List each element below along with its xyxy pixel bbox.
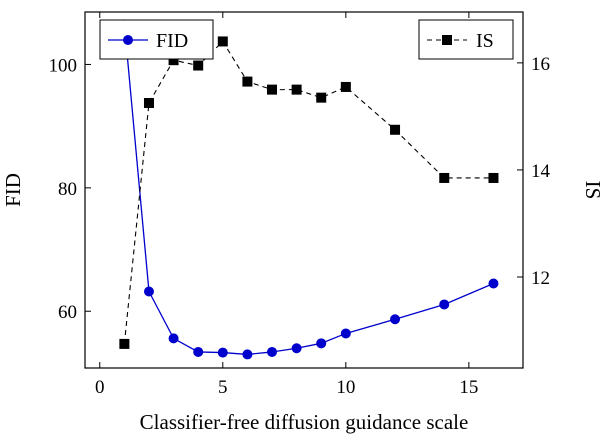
legend-fid-marker [123,35,133,45]
is-point [242,76,253,87]
is-point [267,84,278,95]
is-point [439,172,450,183]
fid-point [439,299,450,310]
fid-point [242,349,253,360]
is-series-line [123,40,494,344]
legend-fid-label: FID [156,30,188,52]
plot-frame [84,11,524,369]
legend-is-label: IS [476,30,494,52]
y-left-tick-label: 60 [58,302,77,323]
x-tick-label: 10 [336,377,355,398]
y-left-tick-label: 100 [49,55,78,76]
x-axis-title: Classifier-free diffusion guidance scale [140,410,469,434]
is-point [340,81,351,92]
y-left-axis-ticks: 60 80 100 [49,55,91,323]
fid-point [193,346,204,357]
y-left-tick-label: 80 [58,179,77,200]
y-right-tick-label: 16 [531,54,550,75]
legend-is-marker [442,35,452,45]
fid-point [267,346,278,357]
is-point [291,84,302,95]
x-tick-label: 5 [218,377,228,398]
fid-point [168,333,179,344]
is-point [316,92,327,103]
y-right-axis-ticks: 12 14 16 [517,54,551,289]
fid-point [143,286,154,297]
x-tick-label: 0 [95,377,105,398]
fid-series-line [123,24,494,356]
x-tick-label: 15 [459,377,478,398]
is-point [119,338,130,349]
series-layer [119,19,499,360]
is-point [143,98,154,109]
legend-is: IS [418,19,514,60]
y-left-axis-title: FID [1,173,25,207]
is-point [488,172,499,183]
fid-point [488,278,499,289]
legend-fid: FID [99,19,214,60]
is-point [217,36,228,47]
is-point [390,124,401,135]
y-right-axis-title: IS [581,181,600,200]
y-right-tick-label: 14 [531,161,551,182]
fid-point [340,328,351,339]
is-point [193,60,204,71]
fid-point [390,314,401,325]
x-axis-ticks: 0 5 10 15 [95,12,478,398]
is-point [168,55,179,66]
fid-point [217,347,228,358]
fid-point [291,343,302,354]
legend-is-box [418,19,514,60]
y-right-tick-label: 12 [531,268,550,289]
fid-point [316,338,327,349]
